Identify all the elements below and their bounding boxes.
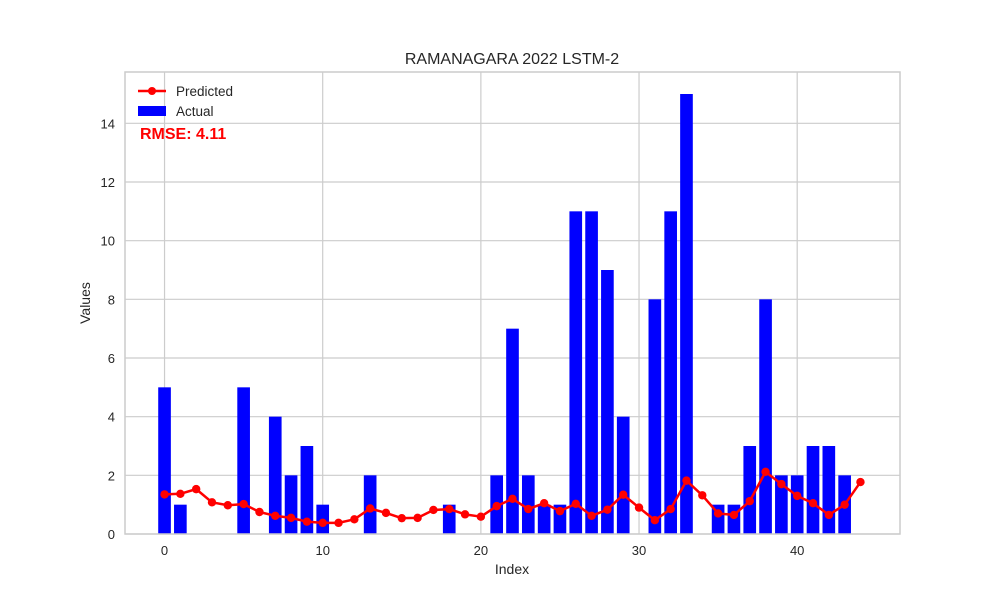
legend-actual-label: Actual	[176, 104, 214, 119]
actual-bar	[237, 387, 250, 534]
y-tick-label: 12	[101, 175, 115, 190]
x-tick-label: 0	[161, 543, 168, 558]
actual-bar	[806, 446, 820, 534]
predicted-point	[792, 491, 802, 501]
predicted-point	[239, 499, 248, 509]
actual-bar	[158, 387, 171, 534]
y-tick-label: 4	[108, 410, 115, 425]
y-tick-label: 0	[108, 527, 115, 542]
x-tick-label: 30	[632, 543, 646, 558]
legend-actual-swatch-icon	[138, 106, 166, 116]
actual-bar	[648, 299, 662, 534]
chart-title: RAMANAGARA 2022 LSTM-2	[405, 51, 619, 68]
actual-bar	[521, 475, 535, 534]
predicted-point	[318, 518, 327, 528]
actual-bar	[759, 299, 772, 534]
predicted-point	[634, 503, 644, 512]
predicted-point	[271, 511, 280, 521]
actual-bar	[822, 446, 836, 534]
x-tick-label: 40	[790, 543, 804, 558]
actual-bar	[174, 504, 187, 534]
predicted-point	[365, 504, 375, 513]
y-tick-label: 2	[108, 468, 115, 483]
actual-bar	[506, 328, 519, 534]
predicted-point	[555, 506, 565, 516]
predicted-point	[302, 517, 312, 526]
predicted-point	[587, 511, 596, 521]
y-tick-label: 14	[101, 116, 115, 131]
predicted-point	[840, 500, 849, 509]
predicted-point	[350, 515, 359, 524]
predicted-point	[713, 509, 723, 518]
predicted-point	[619, 490, 628, 499]
predicted-point	[286, 513, 296, 523]
legend: Predicted Actual	[138, 84, 233, 119]
x-tick-label: 10	[315, 543, 329, 558]
actual-bar	[284, 475, 298, 534]
predicted-point	[539, 499, 549, 508]
predicted-point	[824, 510, 834, 520]
predicted-point	[429, 505, 438, 515]
predicted-point	[524, 504, 533, 514]
y-tick-labels: 0 2 4 6 8 10 12 14	[101, 116, 115, 542]
predicted-point	[745, 496, 754, 506]
predicted-point	[476, 512, 486, 521]
actual-bar	[680, 94, 693, 534]
predicted-point	[460, 510, 470, 519]
predicted-point	[492, 501, 501, 511]
x-tick-label: 20	[474, 543, 488, 558]
legend-predicted-label: Predicted	[176, 84, 233, 99]
legend-predicted-marker-icon	[148, 87, 156, 95]
predicted-point	[571, 499, 580, 508]
predicted-point	[223, 501, 233, 510]
predicted-point	[729, 510, 739, 520]
predicted-line	[160, 467, 865, 528]
actual-bar	[442, 504, 456, 534]
actual-bar	[601, 270, 614, 534]
predicted-point	[334, 518, 343, 528]
x-axis-label: Index	[495, 561, 529, 577]
actual-bar	[616, 416, 630, 534]
predicted-point	[856, 477, 865, 487]
y-tick-label: 8	[108, 292, 115, 307]
actual-bar	[790, 475, 804, 534]
rmse-annotation: RMSE: 4.11	[140, 126, 226, 143]
y-tick-label: 6	[108, 351, 115, 366]
actual-bar	[300, 446, 314, 534]
predicted-point	[682, 476, 691, 485]
predicted-point	[397, 513, 406, 523]
predicted-point	[445, 504, 454, 514]
actual-bar	[537, 504, 551, 534]
actual-bar	[664, 211, 677, 535]
predicted-point	[603, 505, 612, 514]
x-tick-labels: 0 10 20 30 40	[161, 543, 805, 558]
predicted-point	[255, 507, 264, 517]
predicted-point	[761, 467, 770, 477]
predicted-point	[666, 504, 675, 514]
actual-bar	[585, 211, 598, 535]
actual-bar	[268, 416, 282, 534]
actual-bar	[727, 504, 741, 534]
predicted-point	[160, 490, 169, 499]
predicted-point	[808, 499, 818, 508]
predicted-point	[191, 484, 201, 494]
actual-bar	[743, 446, 757, 534]
y-tick-label: 10	[101, 234, 115, 249]
predicted-point	[176, 489, 185, 499]
predicted-point	[508, 494, 517, 503]
y-axis-label: Values	[77, 282, 93, 324]
actual-bar	[569, 211, 583, 535]
predicted-point	[650, 516, 660, 525]
predicted-point	[207, 498, 217, 507]
predicted-point	[698, 491, 707, 500]
predicted-point	[777, 479, 786, 489]
predicted-point	[381, 508, 391, 518]
plot-frame	[124, 71, 901, 535]
actual-bar	[775, 475, 788, 534]
predicted-point	[413, 513, 422, 523]
